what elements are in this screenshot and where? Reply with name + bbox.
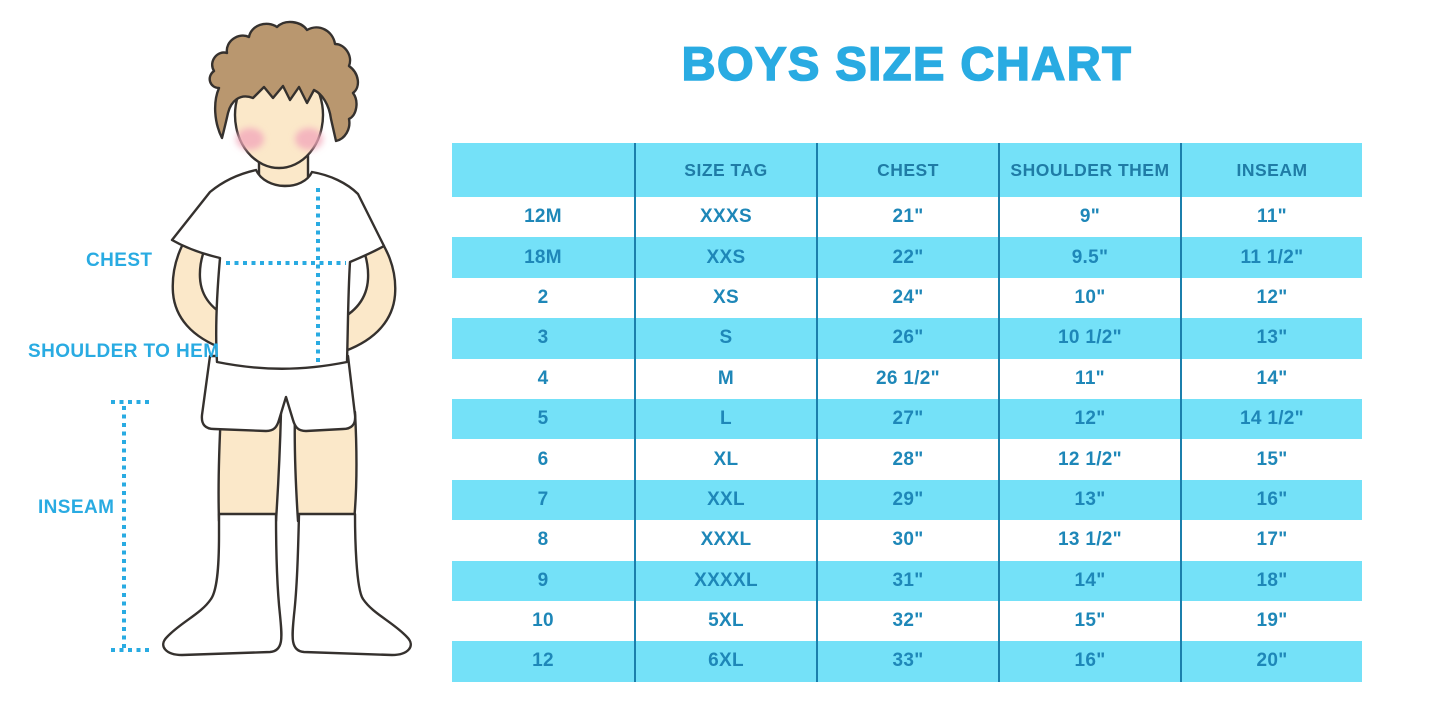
- boy-hair: [208, 20, 360, 143]
- table-cell: 19": [1180, 600, 1362, 642]
- table-cell: 12 1/2": [998, 439, 1180, 480]
- shoulder-to-hem-measure-line: [316, 188, 320, 364]
- table-cell: 13": [1180, 318, 1362, 359]
- chest-label: CHEST: [86, 250, 153, 271]
- table-cell: 10 1/2": [998, 318, 1180, 359]
- table-cell: 14": [998, 560, 1180, 601]
- table-cell: 5: [537, 408, 549, 430]
- table-cell: 5XL: [634, 600, 816, 642]
- table-cell: 29": [816, 479, 998, 521]
- size-table-body: 12M XXXS 21" 9" 11" 18M XXS 22" 9.5" 11 1/2" 2 XS 24…: [452, 197, 1362, 682]
- table-cell: 11": [1180, 197, 1362, 238]
- table-row: 6 XL 28" 12 1/2" 15": [452, 439, 1362, 480]
- table-cell: 17": [1180, 520, 1362, 561]
- table-cell: 6XL: [634, 641, 816, 682]
- boy-illustration: [162, 20, 412, 657]
- table-cell: 31": [816, 560, 998, 601]
- table-cell: 13": [998, 479, 1180, 521]
- table-row: 9 XXXXL 31" 14" 18": [452, 560, 1362, 601]
- table-row: 4 M 26 1/2" 11" 14": [452, 358, 1362, 399]
- table-cell: 10: [532, 610, 554, 632]
- table-cell: XL: [634, 439, 816, 480]
- table-row: 18M XXS 22" 9.5" 11 1/2": [452, 237, 1362, 278]
- table-cell: 22": [816, 237, 998, 278]
- boy-tshirt: [170, 168, 386, 370]
- inseam-top-cap-line: [111, 400, 151, 404]
- table-cell: S: [634, 318, 816, 359]
- table-cell: 9.5": [998, 237, 1180, 278]
- table-cell: L: [634, 398, 816, 440]
- table-header-cell-chest: CHEST: [816, 143, 998, 197]
- table-row: 3 S 26" 10 1/2" 13": [452, 318, 1362, 359]
- chest-measure-line: [226, 261, 346, 265]
- table-header-cell-size-tag: SIZE TAG: [634, 143, 816, 197]
- table-cell: 8: [537, 529, 549, 551]
- table-cell: 12: [532, 650, 554, 672]
- table-row: 10 5XL 32" 15" 19": [452, 600, 1362, 642]
- boy-right-sock: [291, 512, 412, 657]
- page-title: BOYS SIZE CHART: [681, 36, 1133, 91]
- table-cell: 32": [816, 600, 998, 642]
- table-cell: 16": [998, 641, 1180, 682]
- table-cell: 12": [998, 398, 1180, 440]
- table-cell: 26": [816, 318, 998, 359]
- table-cell: 3: [537, 327, 549, 349]
- table-cell: 13 1/2": [998, 520, 1180, 561]
- table-header-cell-inseam: INSEAM: [1180, 143, 1362, 197]
- boy-blush: [236, 128, 323, 150]
- table-cell: 16": [1180, 479, 1362, 521]
- shoulder-to-hem-label: SHOULDER TO HEM: [28, 341, 220, 362]
- table-cell: 9": [998, 197, 1180, 238]
- table-cell: XXXS: [634, 197, 816, 238]
- table-cell: XXL: [634, 479, 816, 521]
- table-cell: 20": [1180, 641, 1362, 682]
- table-cell: 11": [998, 358, 1180, 399]
- table-cell: 26 1/2": [816, 358, 998, 399]
- table-cell: XXXL: [634, 520, 816, 561]
- table-row: 2 XS 24" 10" 12": [452, 277, 1362, 319]
- table-cell: 14 1/2": [1180, 398, 1362, 440]
- table-cell: XXS: [634, 237, 816, 278]
- size-table: SIZE TAG CHEST SHOULDER THEM INSEAM 12M X…: [452, 143, 1362, 682]
- table-cell: 28": [816, 439, 998, 480]
- table-header-row: SIZE TAG CHEST SHOULDER THEM INSEAM: [452, 143, 1362, 197]
- boy-shorts: [200, 354, 357, 433]
- table-cell: 27": [816, 398, 998, 440]
- table-row: 12M XXXS 21" 9" 11": [452, 197, 1362, 238]
- table-cell: XXXXL: [634, 560, 816, 601]
- table-cell: 21": [816, 197, 998, 238]
- table-cell: M: [634, 358, 816, 399]
- inseam-label: INSEAM: [38, 497, 115, 518]
- table-cell: 24": [816, 277, 998, 319]
- table-cell: 18": [1180, 560, 1362, 601]
- table-cell: 6: [537, 448, 549, 470]
- table-row: 8 XXXL 30" 13 1/2" 17": [452, 520, 1362, 561]
- table-cell: 30": [816, 520, 998, 561]
- table-cell: 7: [537, 488, 549, 510]
- table-cell: 11 1/2": [1180, 237, 1362, 278]
- table-cell: 14": [1180, 358, 1362, 399]
- table-cell: 12": [1180, 277, 1362, 319]
- table-cell: 18M: [524, 246, 562, 268]
- table-row: 12 6XL 33" 16" 20": [452, 641, 1362, 682]
- inseam-measure-line: [122, 406, 126, 648]
- table-header-cell-shoulder: SHOULDER THEM: [998, 143, 1180, 197]
- table-cell: 33": [816, 641, 998, 682]
- table-cell: 12M: [524, 206, 562, 228]
- boy-left-sock: [162, 512, 283, 657]
- table-cell: 9: [537, 569, 549, 591]
- table-row: 7 XXL 29" 13" 16": [452, 479, 1362, 521]
- table-cell: 4: [537, 367, 549, 389]
- table-row: 5 L 27" 12" 14 1/2": [452, 398, 1362, 440]
- table-header-cell-blank: [452, 143, 634, 197]
- inseam-bottom-cap-line: [111, 648, 151, 652]
- table-cell: XS: [634, 277, 816, 319]
- table-cell: 15": [998, 600, 1180, 642]
- table-cell: 10": [998, 277, 1180, 319]
- table-cell: 2: [537, 286, 549, 308]
- table-cell: 15": [1180, 439, 1362, 480]
